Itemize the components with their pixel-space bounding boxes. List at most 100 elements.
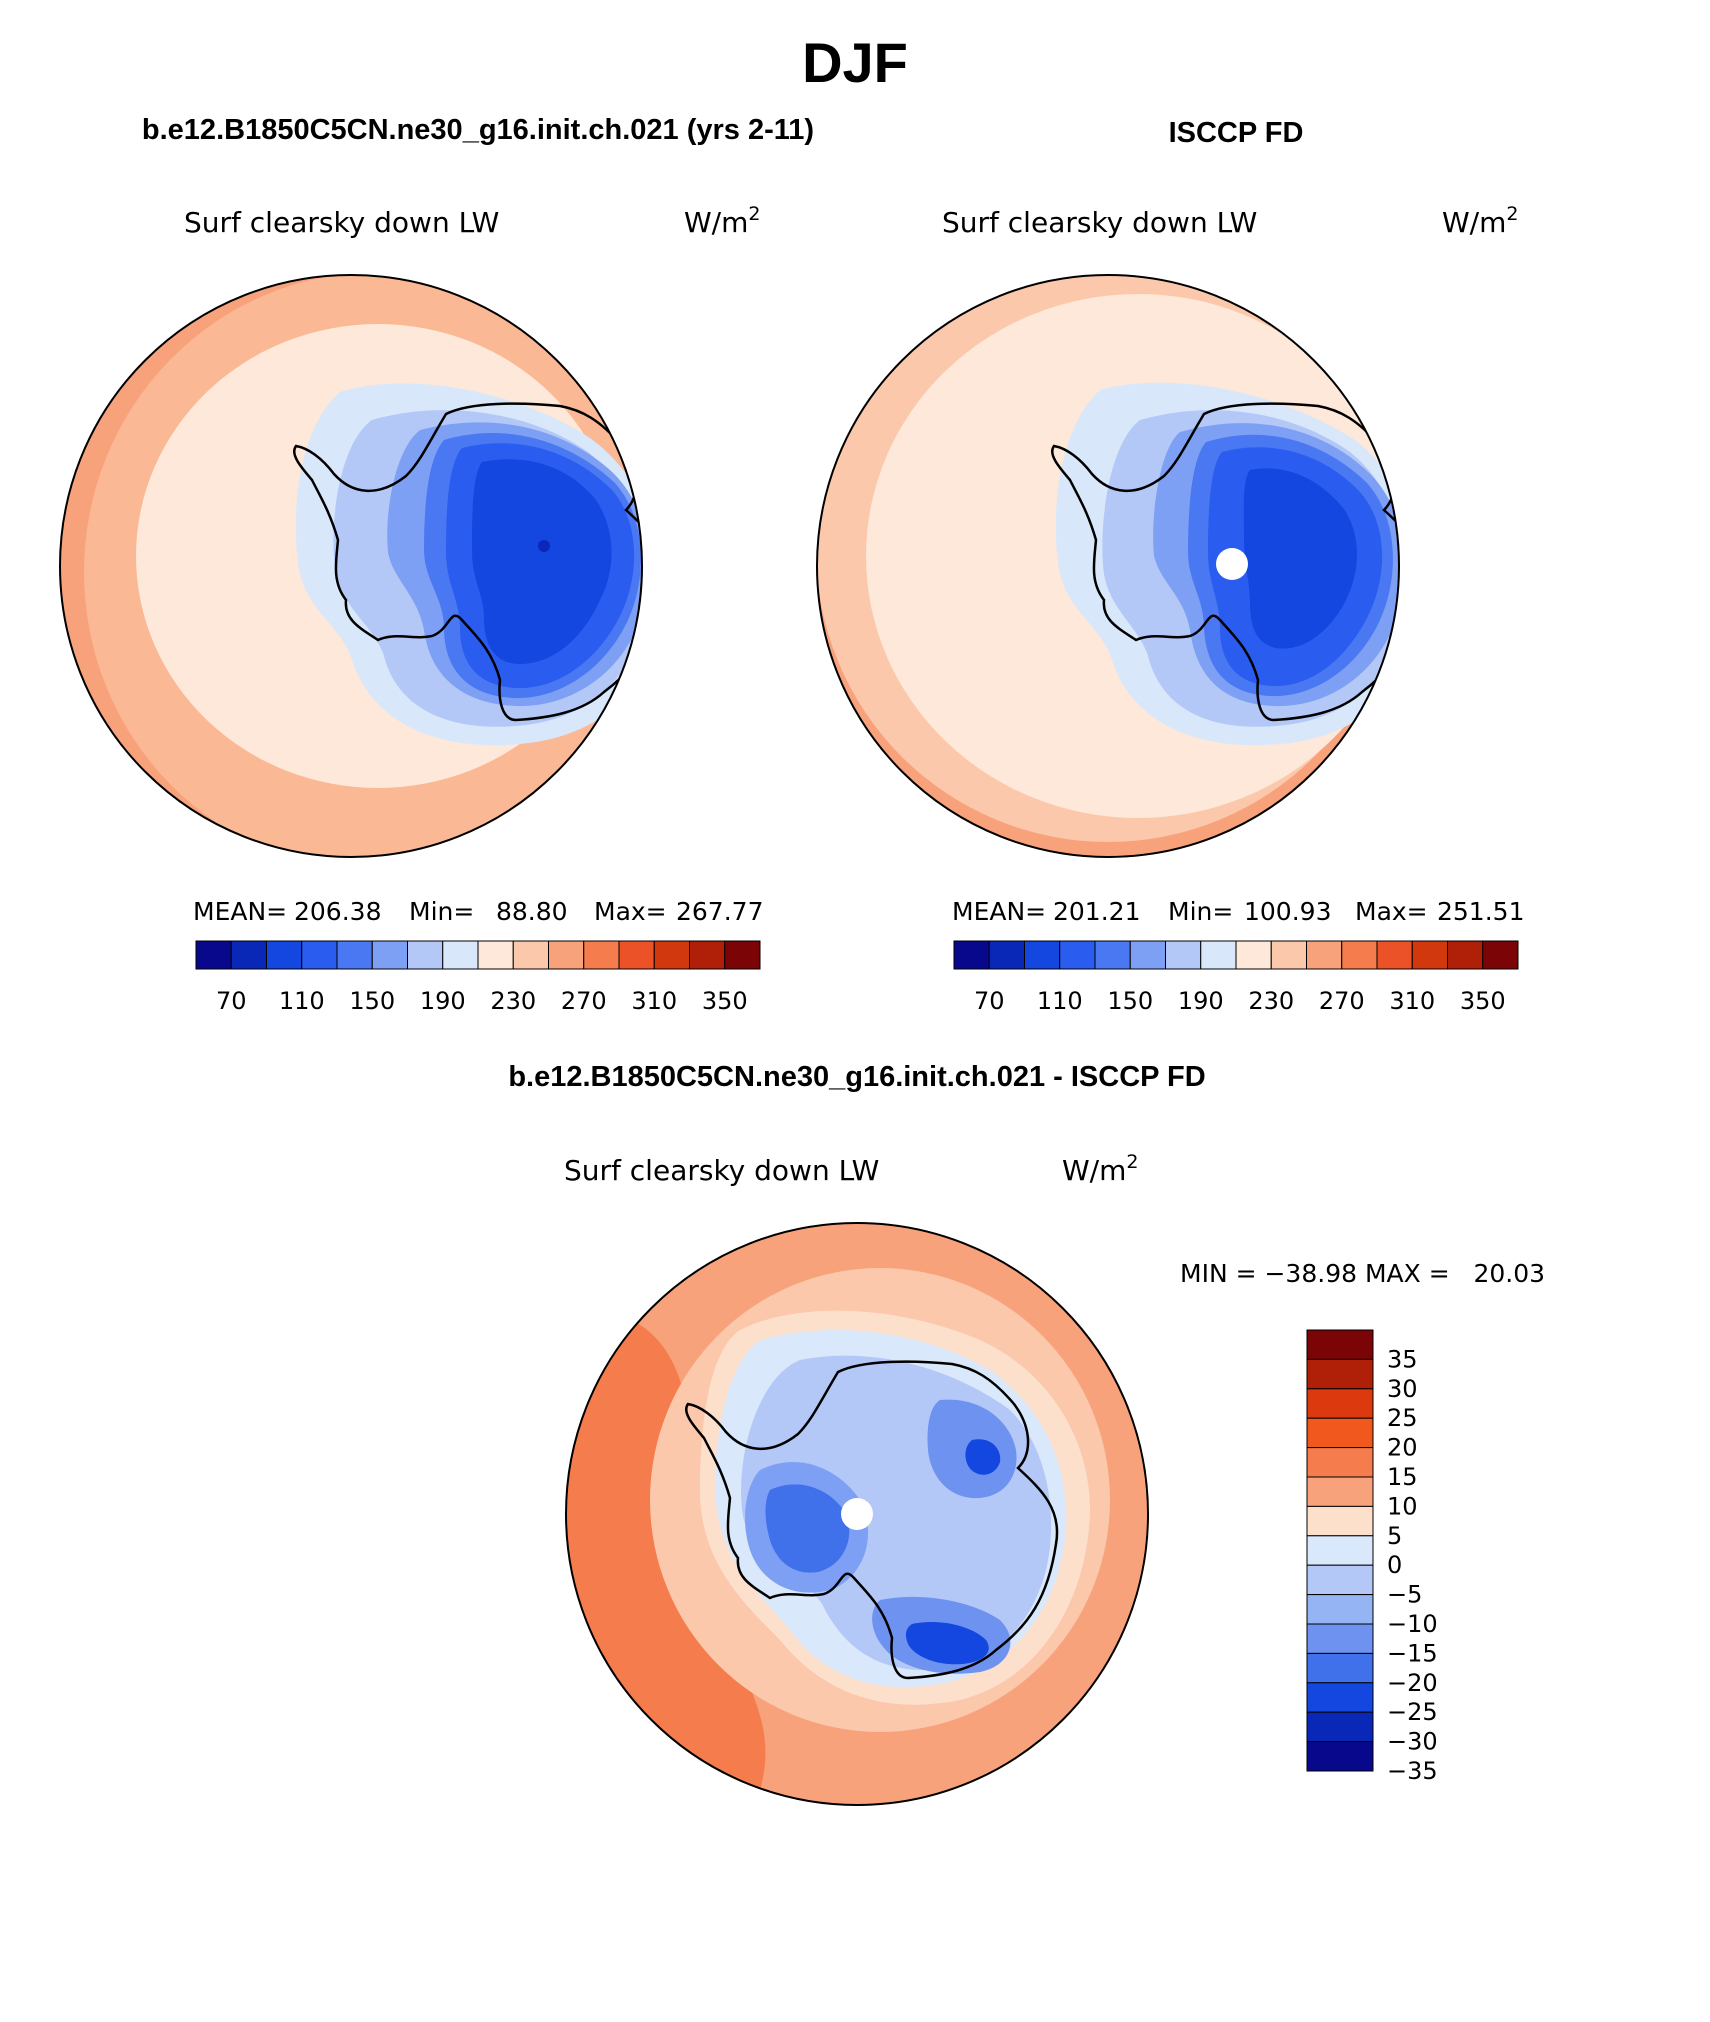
difference-unit-exponent: 2 bbox=[1126, 1151, 1138, 1173]
difference-unit-label: W/m2 bbox=[1062, 1151, 1139, 1187]
model-colorbar-box bbox=[266, 940, 303, 970]
model-colorbar-tick: 110 bbox=[279, 987, 325, 1015]
obs-colorbar-tick: 230 bbox=[1248, 987, 1294, 1015]
model-field-band-90 bbox=[472, 459, 612, 664]
model-field-minimum bbox=[538, 540, 550, 552]
obs-map-boundary bbox=[816, 274, 1400, 858]
obs-field-band-90 bbox=[1243, 468, 1358, 649]
obs-map bbox=[816, 274, 1400, 858]
difference-colorbar-tick: −35 bbox=[1387, 1757, 1438, 1785]
model-colorbar-box bbox=[618, 940, 655, 970]
difference-colorbar-tick: 5 bbox=[1387, 1522, 1402, 1550]
model-colorbar-tick: 230 bbox=[490, 987, 536, 1015]
obs-unit-exponent: 2 bbox=[1506, 203, 1518, 225]
obs-colorbar-box bbox=[1482, 940, 1519, 970]
difference-variable-label: Surf clearsky down LW bbox=[564, 1154, 879, 1187]
difference-colorbar-tick: 35 bbox=[1387, 1345, 1418, 1373]
obs-pole-hole bbox=[1216, 548, 1248, 580]
model-unit-base: W/m bbox=[684, 206, 748, 239]
model-colorbar: 70 110 150 190 230 270 310 350 bbox=[195, 940, 761, 1015]
obs-colorbar-box bbox=[1094, 940, 1131, 970]
obs-colorbar-box bbox=[1306, 940, 1343, 970]
model-colorbar-box bbox=[689, 940, 726, 970]
model-colorbar-box bbox=[230, 940, 267, 970]
difference-colorbar-box bbox=[1306, 1623, 1374, 1654]
difference-map bbox=[565, 1222, 1149, 1806]
difference-colorbar-tick: −25 bbox=[1387, 1698, 1438, 1726]
model-mean-value: 206.38 bbox=[294, 897, 381, 926]
model-colorbar-tick: 150 bbox=[349, 987, 395, 1015]
difference-colorbar-box bbox=[1306, 1388, 1374, 1419]
model-colorbar-box bbox=[336, 940, 373, 970]
model-mean-label: MEAN= bbox=[193, 897, 287, 926]
difference-colorbar-box bbox=[1306, 1505, 1374, 1537]
difference-colorbar-box bbox=[1306, 1652, 1374, 1684]
difference-colorbar-tick: 0 bbox=[1387, 1551, 1402, 1579]
difference-colorbar-box bbox=[1306, 1476, 1374, 1507]
obs-colorbar-box bbox=[1270, 940, 1307, 970]
difference-map-boundary bbox=[565, 1222, 1149, 1806]
model-variable-label: Surf clearsky down LW bbox=[184, 206, 499, 239]
difference-colorbar-box bbox=[1306, 1741, 1374, 1772]
obs-colorbar-box bbox=[1059, 940, 1096, 970]
model-colorbar-box bbox=[724, 940, 761, 970]
obs-panel-title: ISCCP FD bbox=[1169, 117, 1304, 149]
model-colorbar-tick: 350 bbox=[702, 987, 748, 1015]
difference-colorbar-tick: 30 bbox=[1387, 1375, 1418, 1403]
obs-mean-value: 201.21 bbox=[1053, 897, 1140, 926]
obs-colorbar-tick: 310 bbox=[1389, 987, 1435, 1015]
model-colorbar-box bbox=[548, 940, 585, 970]
difference-colorbar-tick: −5 bbox=[1387, 1581, 1422, 1609]
difference-colorbar-tick: 10 bbox=[1387, 1492, 1418, 1520]
season-title: DJF bbox=[802, 31, 908, 94]
obs-stats: MEAN= 201.21 Min= 100.93 Max= 251.51 bbox=[952, 897, 1524, 926]
model-colorbar-tick: 270 bbox=[561, 987, 607, 1015]
obs-colorbar-box bbox=[1411, 940, 1448, 970]
model-stats: MEAN= 206.38 Min= 88.80 Max= 267.77 bbox=[193, 897, 763, 926]
obs-colorbar-box bbox=[1024, 940, 1061, 970]
difference-colorbar-tick: −15 bbox=[1387, 1639, 1438, 1667]
model-colorbar-box bbox=[442, 940, 479, 970]
diff-pole-hole bbox=[841, 1498, 873, 1530]
obs-colorbar-tick: 190 bbox=[1178, 987, 1224, 1015]
obs-colorbar-box bbox=[1235, 940, 1272, 970]
obs-colorbar-box bbox=[953, 940, 990, 970]
model-colorbar-box bbox=[371, 940, 408, 970]
difference-unit-base: W/m bbox=[1062, 1154, 1126, 1187]
obs-colorbar-box bbox=[1129, 940, 1166, 970]
obs-colorbar-tick: 350 bbox=[1460, 987, 1506, 1015]
difference-colorbar-tick: −20 bbox=[1387, 1669, 1438, 1697]
obs-colorbar-box bbox=[1200, 940, 1237, 970]
obs-colorbar-box bbox=[988, 940, 1025, 970]
obs-colorbar-tick: 150 bbox=[1107, 987, 1153, 1015]
difference-colorbar-box bbox=[1306, 1358, 1374, 1390]
difference-colorbar-tick: 20 bbox=[1387, 1434, 1418, 1462]
difference-colorbar-box bbox=[1306, 1329, 1374, 1360]
obs-min-value: 100.93 bbox=[1244, 897, 1331, 926]
model-unit-exponent: 2 bbox=[748, 203, 760, 225]
obs-max-label: Max= bbox=[1355, 897, 1428, 926]
model-unit-label: W/m2 bbox=[684, 203, 761, 239]
model-colorbar-box bbox=[477, 940, 514, 970]
difference-min-max: MIN = −38.98 MAX = 20.03 bbox=[1180, 1259, 1545, 1288]
difference-colorbar-box bbox=[1306, 1417, 1374, 1449]
model-min-label: Min= bbox=[409, 897, 474, 926]
obs-max-value: 251.51 bbox=[1437, 897, 1524, 926]
obs-colorbar: 70 110 150 190 230 270 310 350 bbox=[953, 940, 1519, 1015]
model-colorbar-box bbox=[653, 940, 690, 970]
obs-mean-label: MEAN= bbox=[952, 897, 1046, 926]
obs-colorbar-tick: 270 bbox=[1319, 987, 1365, 1015]
model-colorbar-box bbox=[301, 940, 338, 970]
obs-min-label: Min= bbox=[1168, 897, 1233, 926]
model-colorbar-box bbox=[195, 940, 232, 970]
obs-unit-label: W/m2 bbox=[1442, 203, 1519, 239]
difference-colorbar-box bbox=[1306, 1682, 1374, 1713]
model-colorbar-box bbox=[583, 940, 620, 970]
difference-colorbar-tick: 25 bbox=[1387, 1404, 1418, 1432]
model-panel-title: b.e12.B1850C5CN.ne30_g16.init.ch.021 (yr… bbox=[142, 114, 814, 146]
diff-field-band-neg25-east bbox=[965, 1439, 1001, 1475]
obs-colorbar-tick: 70 bbox=[974, 987, 1005, 1015]
model-map-boundary bbox=[59, 274, 643, 858]
